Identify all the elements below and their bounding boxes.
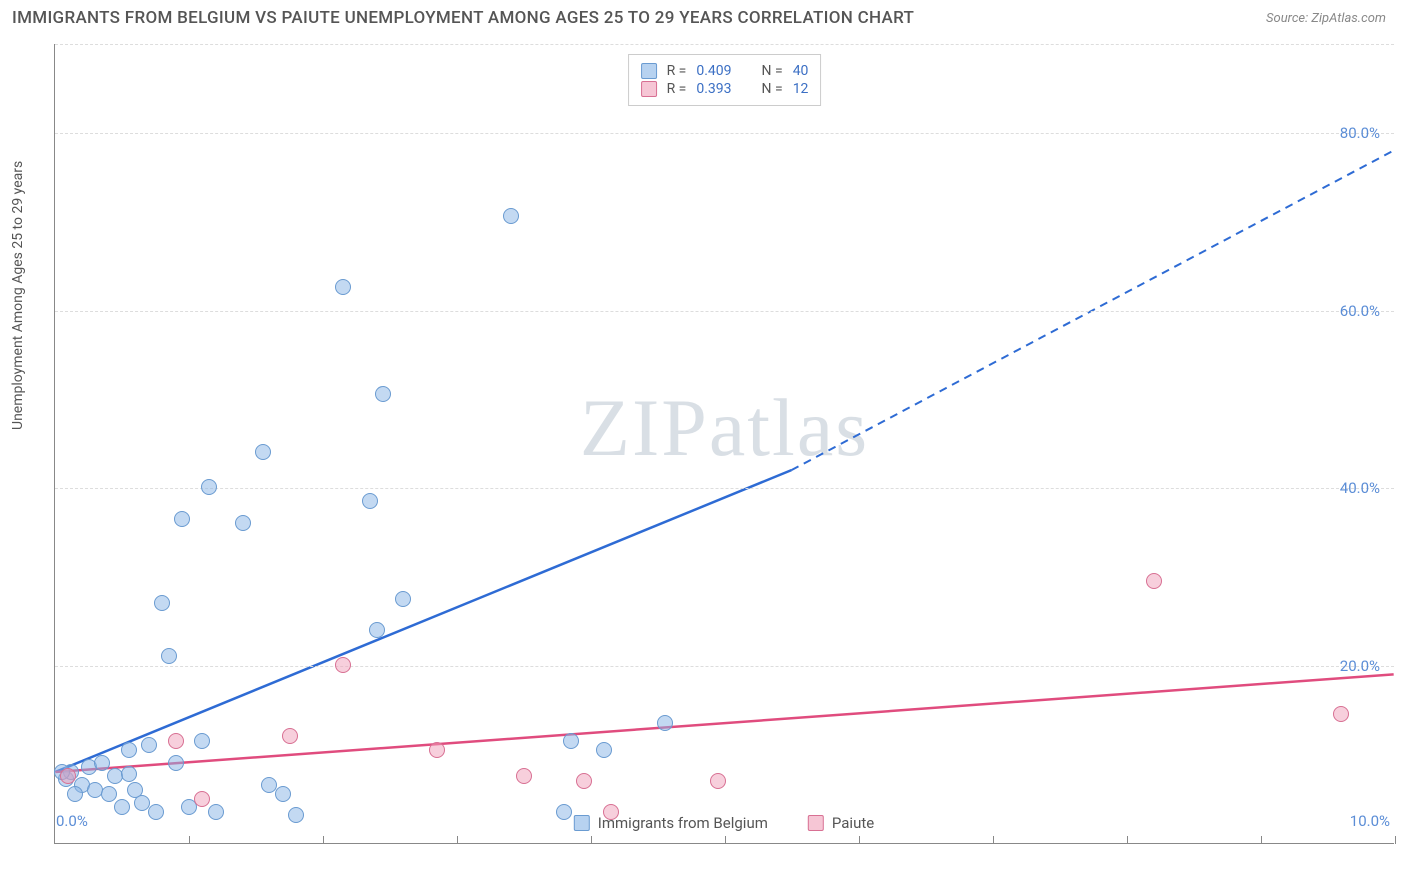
gridline-h: [55, 44, 1394, 45]
gridline-h: [55, 488, 1394, 489]
x-tick: [1261, 836, 1262, 844]
scatter-point: [168, 733, 184, 749]
legend-series-label: Paiute: [832, 814, 874, 832]
x-axis-min-label: 0.0%: [56, 812, 88, 830]
trend-lines-svg: [55, 44, 1394, 843]
legend-series-item: Paiute: [808, 814, 874, 832]
scatter-point: [375, 386, 391, 402]
scatter-point: [94, 755, 110, 771]
scatter-point: [335, 657, 351, 673]
scatter-point: [710, 773, 726, 789]
y-tick-label: 60.0%: [1340, 302, 1380, 320]
scatter-point: [1146, 573, 1162, 589]
scatter-point: [563, 733, 579, 749]
legend-swatch: [641, 81, 657, 97]
scatter-point: [255, 444, 271, 460]
x-axis-max-label: 10.0%: [1350, 812, 1390, 830]
legend-swatch: [574, 815, 590, 831]
scatter-point: [194, 733, 210, 749]
x-tick: [457, 836, 458, 844]
legend-swatch: [641, 63, 657, 79]
legend-series-label: Immigrants from Belgium: [598, 814, 768, 832]
legend-correlation-row: R = 0.409 N = 40: [641, 63, 809, 79]
x-tick: [859, 836, 860, 844]
scatter-point: [395, 591, 411, 607]
y-axis-label: Unemployment Among Ages 25 to 29 years: [10, 161, 26, 430]
scatter-point: [576, 773, 592, 789]
y-tick-label: 80.0%: [1340, 124, 1380, 142]
y-tick-label: 40.0%: [1340, 479, 1380, 497]
legend-r-value: 0.393: [696, 81, 731, 97]
legend-n-label: N =: [762, 81, 783, 97]
scatter-point: [141, 737, 157, 753]
scatter-point: [596, 742, 612, 758]
scatter-point: [282, 728, 298, 744]
scatter-point: [516, 768, 532, 784]
scatter-point: [288, 807, 304, 823]
scatter-point: [201, 479, 217, 495]
scatter-point: [121, 766, 137, 782]
scatter-point: [429, 742, 445, 758]
legend-n-value: 12: [793, 81, 809, 97]
scatter-point: [148, 804, 164, 820]
scatter-point: [154, 595, 170, 611]
chart-area: ZIPatlas R = 0.409 N = 40 R = 0.393 N = 12 20.0…: [54, 44, 1394, 844]
scatter-point: [67, 786, 83, 802]
scatter-point: [101, 786, 117, 802]
legend-swatch: [808, 815, 824, 831]
legend-n-value: 40: [793, 63, 809, 79]
source-text: Source: ZipAtlas.com: [1266, 11, 1386, 26]
scatter-point: [556, 804, 572, 820]
legend-r-value: 0.409: [696, 63, 731, 79]
x-tick: [1395, 836, 1396, 844]
legend-correlation-box: R = 0.409 N = 40 R = 0.393 N = 12: [628, 54, 822, 106]
x-tick: [1127, 836, 1128, 844]
scatter-point: [121, 742, 137, 758]
scatter-point: [208, 804, 224, 820]
scatter-point: [275, 786, 291, 802]
scatter-point: [1333, 706, 1349, 722]
watermark: ZIPatlas: [580, 381, 869, 475]
scatter-point: [657, 715, 673, 731]
scatter-point: [114, 799, 130, 815]
x-tick: [993, 836, 994, 844]
chart-title: IMMIGRANTS FROM BELGIUM VS PAIUTE UNEMPL…: [12, 8, 914, 28]
scatter-point: [362, 493, 378, 509]
trend-line-solid: [55, 674, 1393, 772]
legend-correlation-row: R = 0.393 N = 12: [641, 81, 809, 97]
scatter-point: [194, 791, 210, 807]
legend-r-label: R =: [667, 63, 687, 79]
legend-series: Immigrants from Belgium Paiute: [574, 814, 874, 832]
trend-line-solid: [55, 470, 791, 772]
scatter-point: [235, 515, 251, 531]
legend-r-label: R =: [667, 81, 687, 97]
scatter-point: [174, 511, 190, 527]
y-tick-label: 20.0%: [1340, 657, 1380, 675]
scatter-point: [503, 208, 519, 224]
gridline-h: [55, 311, 1394, 312]
legend-series-item: Immigrants from Belgium: [574, 814, 768, 832]
x-tick: [189, 836, 190, 844]
gridline-h: [55, 666, 1394, 667]
x-tick: [591, 836, 592, 844]
scatter-point: [335, 279, 351, 295]
x-tick: [725, 836, 726, 844]
scatter-point: [369, 622, 385, 638]
gridline-h: [55, 133, 1394, 134]
plot-region: ZIPatlas R = 0.409 N = 40 R = 0.393 N = 12 20.0…: [54, 44, 1394, 844]
scatter-point: [168, 755, 184, 771]
scatter-point: [60, 768, 76, 784]
legend-n-label: N =: [762, 63, 783, 79]
scatter-point: [161, 648, 177, 664]
x-tick: [323, 836, 324, 844]
